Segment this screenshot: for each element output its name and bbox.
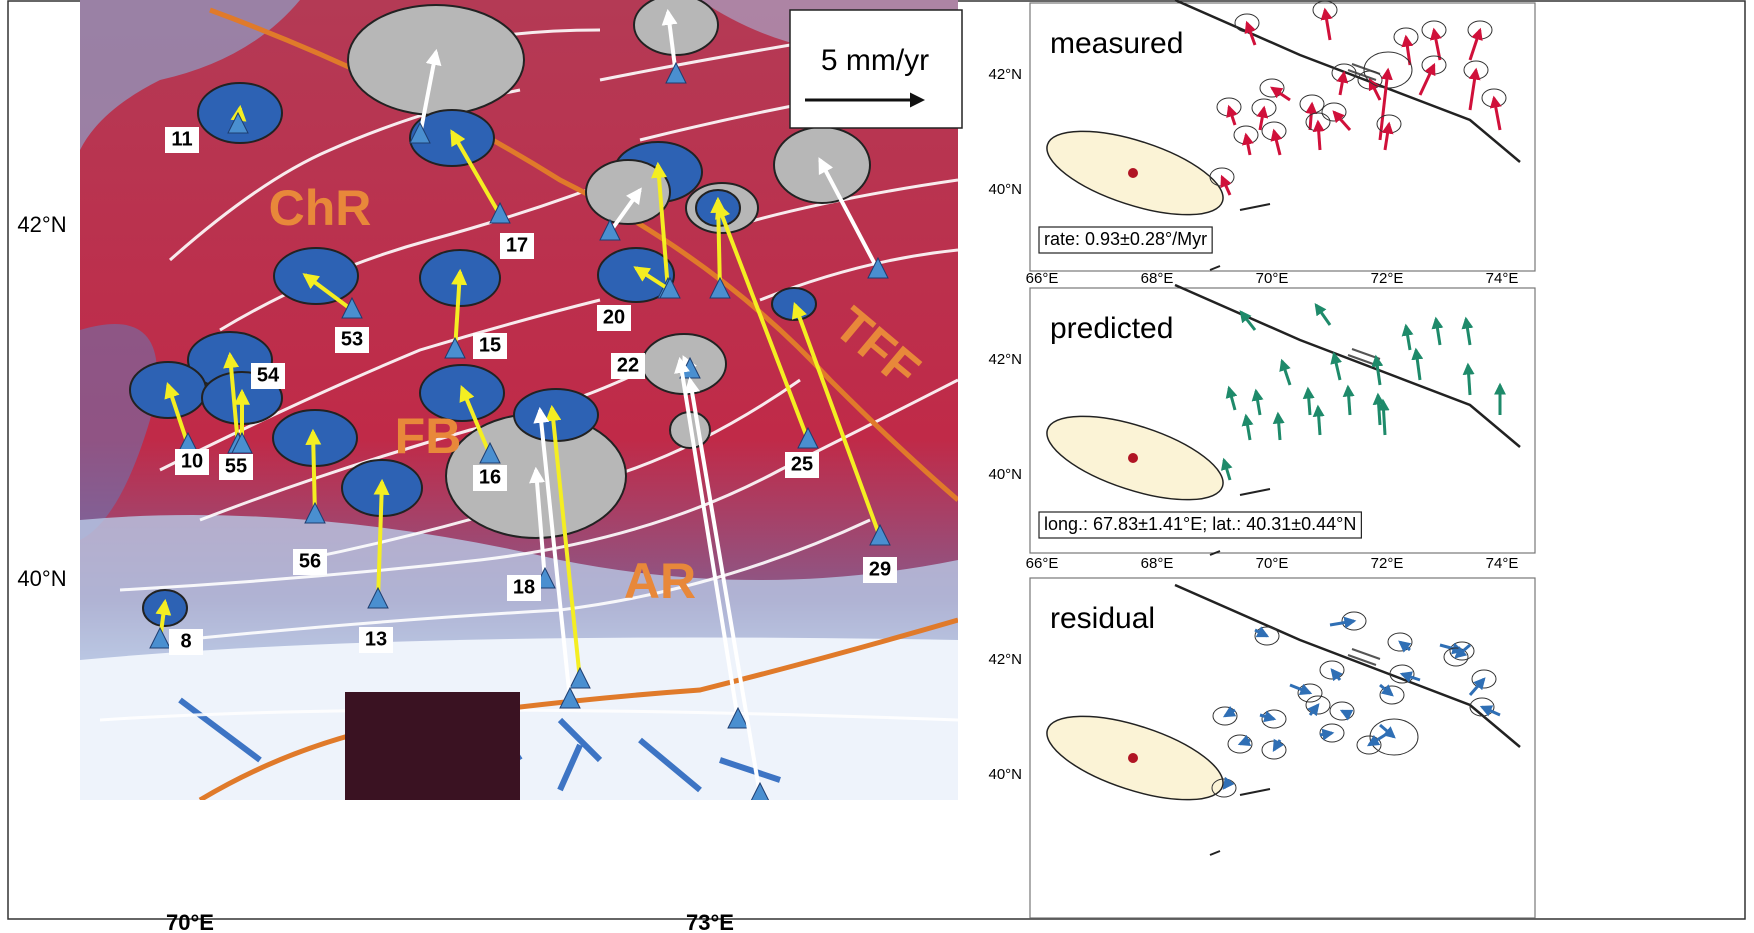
region-label: FB xyxy=(395,408,462,464)
station-label: 17 xyxy=(506,234,528,256)
error-ellipse xyxy=(772,288,816,320)
panel-title: measured xyxy=(1050,27,1183,60)
station-label: 54 xyxy=(257,364,280,386)
latitude-label: 40°N xyxy=(988,181,1022,198)
station-label: 55 xyxy=(225,455,247,477)
velocity-arrow xyxy=(1308,389,1310,415)
figure: 1117531520225410551656138182529 5 mm/yr … xyxy=(0,0,1754,933)
station-label: 18 xyxy=(513,576,535,598)
region-label: ChR xyxy=(269,180,372,236)
velocity-arrow xyxy=(1318,407,1320,435)
longitude-label: 72°E xyxy=(1371,555,1404,572)
velocity-arrow xyxy=(1318,122,1320,150)
panel-annotation: rate: 0.93±0.28°/Myr xyxy=(1044,229,1207,249)
longitude-label: 74°E xyxy=(1486,270,1519,287)
station-label: 53 xyxy=(341,328,363,350)
longitude-label: 74°E xyxy=(1486,555,1519,572)
station-label: 16 xyxy=(479,466,501,488)
longitude-label: 68°E xyxy=(1141,270,1174,287)
station-label: 56 xyxy=(299,550,321,572)
scale-label: 5 mm/yr xyxy=(821,44,929,77)
station-label: 11 xyxy=(171,128,192,150)
station-label: 15 xyxy=(479,334,501,356)
station-label: 10 xyxy=(181,450,203,472)
panel: residual 42°N 40°N xyxy=(988,578,1535,918)
longitude-label: 66°E xyxy=(1026,270,1059,287)
region-label: AR xyxy=(624,553,696,609)
panel-title: predicted xyxy=(1050,312,1173,345)
longitude-label: 70°E xyxy=(1256,270,1289,287)
panel: predicted 42°N 40°N long.: 67.83±1.41°E; la… xyxy=(988,285,1535,572)
longitude-label: 73°E xyxy=(686,910,734,933)
longitude-label: 66°E xyxy=(1026,555,1059,572)
velocity-arrow xyxy=(1278,414,1280,440)
velocity-arrow xyxy=(1383,401,1385,435)
pole xyxy=(1128,453,1138,463)
latitude-label: 42°N xyxy=(988,651,1022,668)
longitude-label: 70°E xyxy=(1256,555,1289,572)
station-label: 20 xyxy=(603,306,625,328)
pole xyxy=(1128,753,1138,763)
pole xyxy=(1128,168,1138,178)
velocity-arrow xyxy=(1468,365,1470,395)
panels: measured 42°N 40°N rate: 0.93±0.28°/Myr 66°E… xyxy=(988,0,1535,918)
velocity-arrow xyxy=(1378,395,1380,425)
latitude-label: 40°N xyxy=(988,466,1022,483)
station-label: 13 xyxy=(365,628,387,650)
station-label: 8 xyxy=(180,630,191,652)
panel-title: residual xyxy=(1050,602,1155,635)
velocity-arrow xyxy=(1348,387,1350,415)
station-label: 22 xyxy=(617,354,639,376)
latitude-label: 42°N xyxy=(17,212,66,237)
station-label: 29 xyxy=(869,558,891,580)
velocity-arrow xyxy=(1310,104,1312,130)
longitude-label: 72°E xyxy=(1371,270,1404,287)
error-ellipse xyxy=(274,248,358,304)
latitude-label: 40°N xyxy=(17,566,66,591)
latitude-label: 42°N xyxy=(988,66,1022,83)
latitude-label: 40°N xyxy=(988,766,1022,783)
velocity-arrow xyxy=(1320,733,1332,735)
panel: measured 42°N 40°N rate: 0.93±0.28°/Myr 66°E… xyxy=(988,0,1535,287)
panel-annotation: long.: 67.83±1.41°E; lat.: 40.31±0.44°N xyxy=(1044,514,1356,534)
error-ellipse xyxy=(634,0,718,55)
longitude-label: 68°E xyxy=(1141,555,1174,572)
station-label: 25 xyxy=(791,453,813,475)
latitude-label: 42°N xyxy=(988,351,1022,368)
longitude-label: 70°E xyxy=(166,910,214,933)
